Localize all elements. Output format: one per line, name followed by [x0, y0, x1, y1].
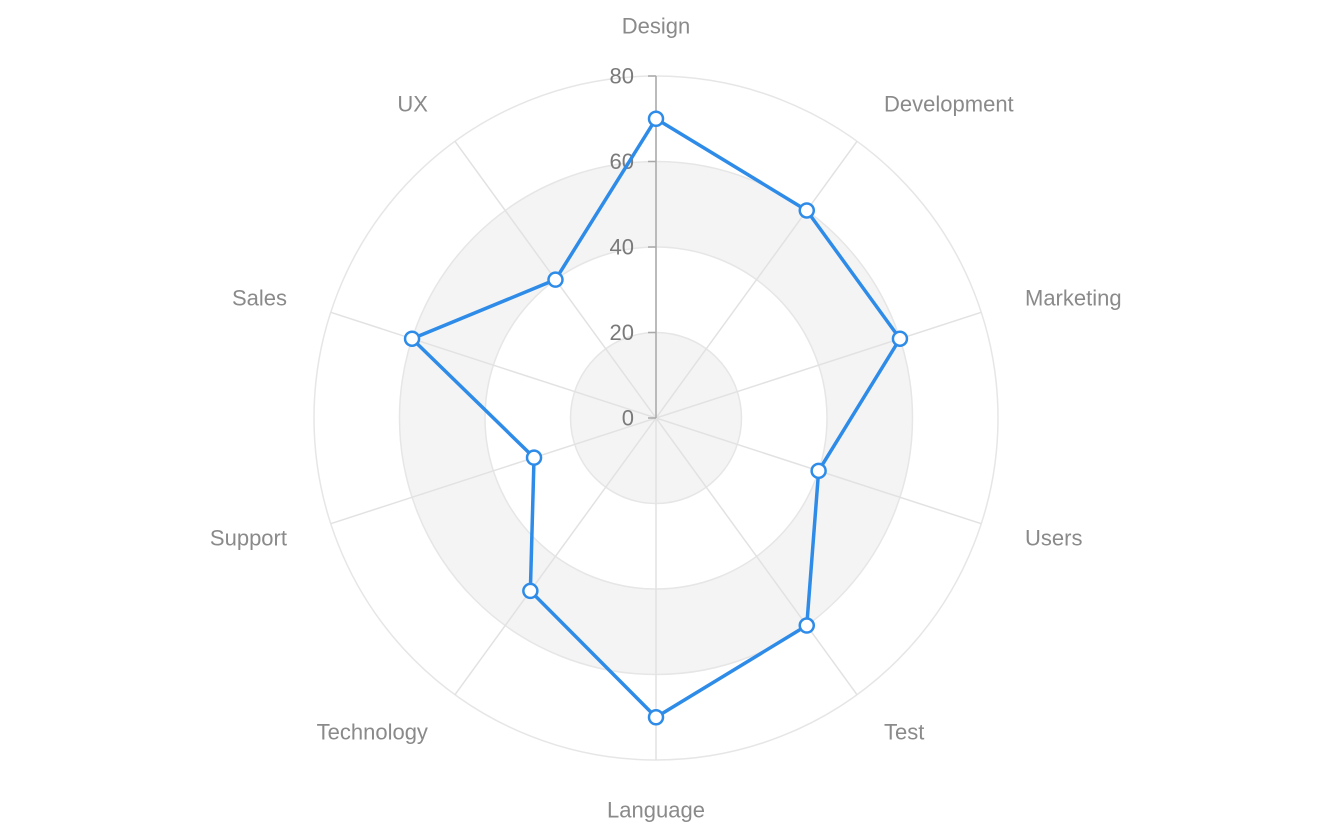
data-point [891, 330, 909, 347]
data-point [403, 330, 421, 347]
category-label: Sales [232, 286, 287, 311]
grid-spoke [330, 311, 657, 419]
data-point [647, 110, 665, 127]
radial-tick-label: 40 [610, 235, 634, 260]
data-point [647, 709, 665, 726]
radial-tick-label: 20 [610, 320, 634, 345]
radial-tick-label: 0 [622, 406, 634, 431]
category-label: Marketing [1025, 286, 1122, 311]
category-label: Support [210, 525, 287, 550]
category-label: Language [607, 798, 705, 823]
category-label: Test [884, 719, 924, 744]
category-label: UX [397, 92, 428, 117]
grid-spoke [655, 140, 858, 419]
data-point [798, 617, 816, 634]
category-label: Development [884, 92, 1014, 117]
grid-spoke [655, 417, 858, 696]
data-point [547, 271, 564, 288]
data-point [798, 202, 816, 219]
radial-tick-label: 80 [610, 64, 634, 89]
category-label: Technology [317, 719, 428, 744]
data-point [525, 449, 543, 466]
grid-spoke [330, 417, 657, 525]
grid-spoke [655, 311, 982, 419]
data-point [810, 462, 827, 480]
category-label: Design [622, 14, 690, 39]
category-label: Users [1025, 525, 1082, 550]
grid-spoke [454, 417, 657, 696]
data-point [522, 582, 539, 600]
